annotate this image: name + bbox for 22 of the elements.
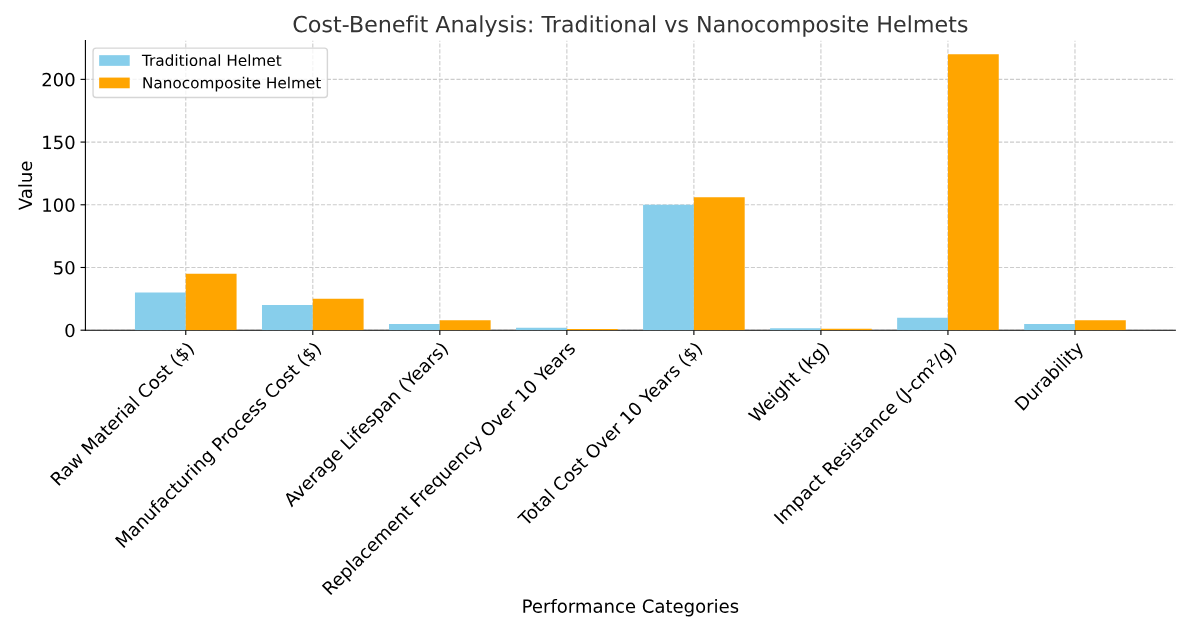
bar <box>312 298 364 331</box>
y-tick-label: 50 <box>54 260 75 275</box>
y-tick-label: 150 <box>43 135 75 150</box>
legend-label: Traditional Helmet <box>141 54 282 67</box>
bar <box>389 323 440 331</box>
bar <box>185 273 237 331</box>
chart-title: Cost-Benefit Analysis: Traditional vs Nanocomposite Helmets <box>293 15 968 37</box>
bar <box>947 54 999 331</box>
y-tick-label: 200 <box>42 72 75 87</box>
bar <box>439 320 491 331</box>
bar <box>693 197 745 331</box>
y-tick-label: 100 <box>43 198 75 212</box>
y-tick-label: 0 <box>65 323 75 338</box>
bar <box>1024 323 1075 331</box>
legend-label: Nanocomposite Helmet <box>143 76 321 92</box>
bar <box>134 292 186 331</box>
bar <box>897 317 948 331</box>
bar <box>261 305 313 331</box>
y-axis-title: Value <box>18 161 33 210</box>
bar <box>643 204 694 331</box>
bar <box>1074 320 1126 331</box>
x-axis-title: Performance Categories <box>523 598 739 617</box>
